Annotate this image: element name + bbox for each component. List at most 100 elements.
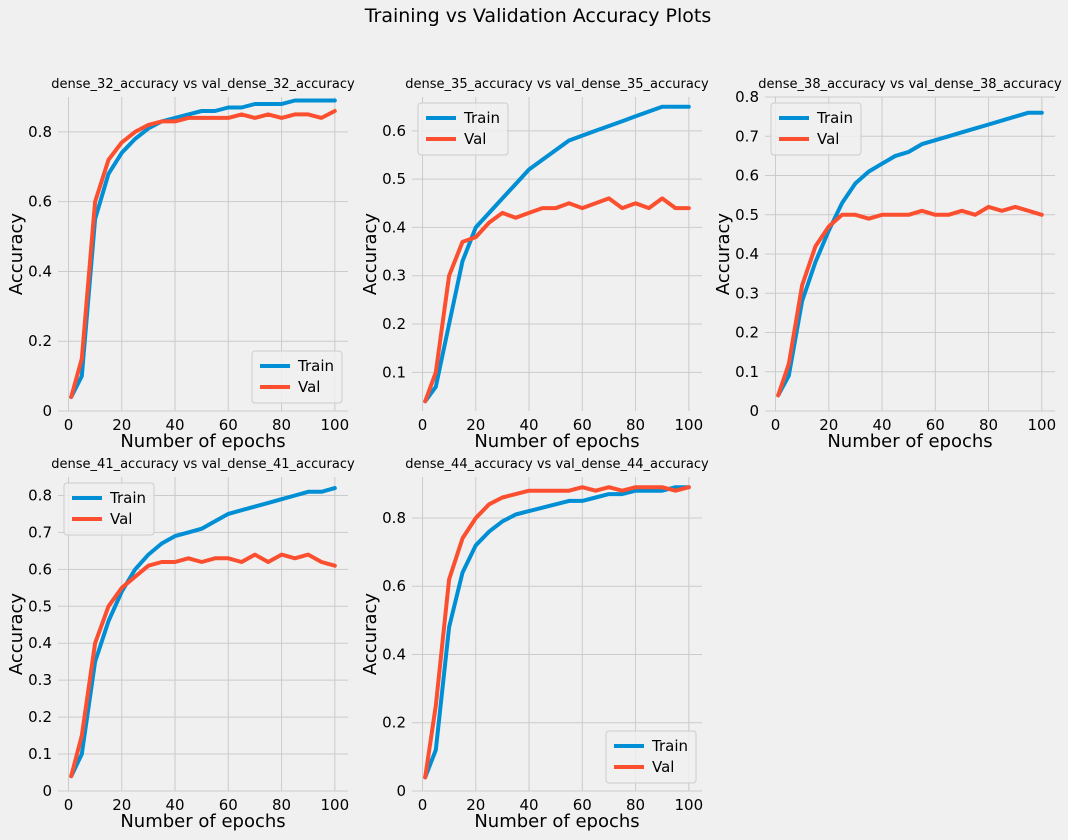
x-tick-label: 20	[112, 416, 131, 434]
y-tick-label: 0.1	[382, 363, 406, 381]
legend-label: Val	[652, 758, 674, 776]
x-tick-label: 40	[165, 796, 184, 814]
x-tick-label: 100	[320, 796, 349, 814]
x-tick-label: 60	[573, 416, 592, 434]
y-tick-label: 0.6	[382, 577, 406, 595]
x-tick-label: 100	[320, 416, 349, 434]
legend-label: Val	[110, 510, 132, 528]
chart-title: dense_35_accuracy vs val_dense_35_accura…	[405, 77, 709, 92]
series-line-train	[69, 486, 337, 779]
x-tick-label: 40	[519, 796, 538, 814]
y-tick-label: 0.6	[28, 560, 52, 578]
x-tick-label: 80	[272, 796, 291, 814]
y-tick-label: 0.1	[28, 745, 52, 763]
y-tick-label: 0.8	[28, 486, 52, 504]
chart-4: 0 0.1 0.2 0.3 0.4 0.5 0.6 0.7 0.8 0 20 40 60 80 100 den…	[6, 457, 355, 832]
x-tick-label: 40	[165, 416, 184, 434]
chart-title: dense_32_accuracy vs val_dense_32_accura…	[51, 77, 355, 92]
x-tick-label: 100	[674, 796, 703, 814]
x-tick-label: 40	[519, 416, 538, 434]
legend-label: Train	[651, 737, 688, 755]
legend: Train Val	[770, 102, 862, 156]
series-line-train	[423, 104, 691, 404]
x-tick-label: 0	[64, 416, 74, 434]
x-tick-label: 60	[573, 796, 592, 814]
series-line-train	[69, 98, 337, 399]
series-line-val	[69, 109, 337, 399]
series-line-val	[423, 485, 691, 780]
y-tick-label: 0.6	[382, 122, 406, 140]
y-axis-label: Accuracy	[713, 213, 734, 296]
series-line-train	[776, 110, 1044, 398]
y-tick-label: 0.6	[28, 193, 52, 211]
x-tick-label: 0	[771, 416, 781, 434]
legend-label: Train	[109, 489, 146, 507]
x-tick-label: 20	[819, 416, 838, 434]
chart-title: dense_44_accuracy vs val_dense_44_accura…	[405, 457, 709, 472]
y-tick-label: 0.8	[382, 509, 406, 527]
y-tick-label: 0.8	[28, 123, 52, 141]
y-tick-label: 0.4	[382, 645, 406, 663]
y-tick-label: 0	[42, 402, 52, 420]
x-tick-label: 60	[926, 416, 945, 434]
x-axis-label: Number of epochs	[474, 811, 639, 832]
y-tick-label: 0.8	[735, 88, 759, 106]
y-axis-label: Accuracy	[360, 213, 381, 296]
x-tick-label: 80	[626, 416, 645, 434]
series-line-train	[423, 485, 691, 780]
y-tick-label: 0.1	[735, 363, 759, 381]
x-axis-label: Number of epochs	[120, 811, 285, 832]
y-tick-label: 0.2	[382, 315, 406, 333]
series-line-val	[423, 196, 691, 404]
y-axis-label: Accuracy	[360, 593, 381, 676]
y-tick-label: 0.3	[382, 267, 406, 285]
x-axis-label: Number of epochs	[120, 431, 285, 452]
chart-3: 0 0.1 0.2 0.3 0.4 0.5 0.6 0.7 0.8 0 20 40 60 80 100 den…	[713, 77, 1062, 452]
x-tick-label: 80	[979, 416, 998, 434]
chart-5: 0 0.2 0.4 0.6 0.8 0 20 40 60 80 100 dense_44_accura…	[360, 457, 709, 832]
x-tick-label: 40	[872, 416, 891, 434]
chart-1: 0 0.2 0.4 0.6 0.8 0 20 40 60 80 100 dense_32_accura…	[6, 77, 355, 452]
x-tick-label: 60	[219, 416, 238, 434]
chart-title: dense_41_accuracy vs val_dense_41_accura…	[51, 457, 355, 472]
y-tick-label: 0.6	[735, 167, 759, 185]
x-tick-label: 0	[418, 796, 428, 814]
x-tick-label: 100	[1027, 416, 1056, 434]
figure-title: Training vs Validation Accuracy Plots	[364, 5, 712, 27]
y-tick-label: 0.5	[382, 170, 406, 188]
legend-label: Val	[298, 378, 320, 396]
x-tick-label: 20	[466, 416, 485, 434]
y-tick-label: 0.4	[28, 634, 52, 652]
x-tick-label: 20	[466, 796, 485, 814]
legend-label: Val	[464, 130, 486, 148]
y-tick-label: 0.2	[735, 324, 759, 342]
legend: Train Val	[605, 730, 697, 784]
y-tick-label: 0.2	[28, 708, 52, 726]
y-tick-label: 0.2	[28, 332, 52, 350]
y-tick-label: 0	[42, 782, 52, 800]
chart-title: dense_38_accuracy vs val_dense_38_accura…	[758, 77, 1062, 92]
series-line-val	[69, 552, 337, 779]
x-tick-label: 80	[626, 796, 645, 814]
y-tick-label: 0.4	[382, 218, 406, 236]
y-tick-label: 0.2	[382, 714, 406, 732]
x-axis-label: Number of epochs	[474, 431, 639, 452]
series-line-val	[776, 204, 1044, 398]
y-axis-label: Accuracy	[6, 593, 27, 676]
x-tick-label: 80	[272, 416, 291, 434]
y-tick-label: 0	[749, 402, 759, 420]
x-tick-label: 0	[64, 796, 74, 814]
x-tick-label: 60	[219, 796, 238, 814]
y-tick-label: 0.3	[735, 284, 759, 302]
y-tick-label: 0.7	[735, 127, 759, 145]
x-tick-label: 20	[112, 796, 131, 814]
legend-label: Val	[817, 130, 839, 148]
y-tick-label: 0.4	[735, 245, 759, 263]
y-tick-label: 0.5	[28, 597, 52, 615]
y-tick-label: 0.5	[735, 206, 759, 224]
legend: Train Val	[251, 350, 343, 404]
x-tick-label: 100	[674, 416, 703, 434]
x-tick-label: 0	[418, 416, 428, 434]
legend: Train Val	[417, 102, 509, 156]
